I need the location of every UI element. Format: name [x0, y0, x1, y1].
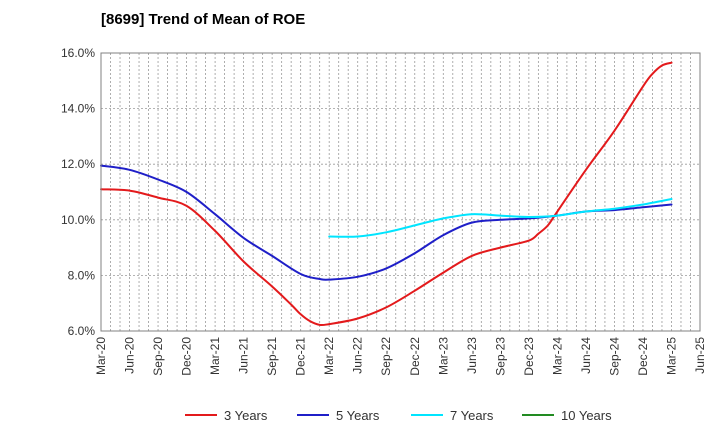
- x-tick-label: Mar-21: [208, 337, 222, 375]
- x-tick-label: Jun-22: [351, 337, 365, 374]
- legend-label-10-years: 10 Years: [561, 408, 612, 423]
- y-tick-label: 12.0%: [61, 157, 95, 171]
- x-tick-label: Mar-22: [322, 337, 336, 375]
- y-tick-label: 16.0%: [61, 46, 95, 60]
- plot-frame: [100, 52, 701, 332]
- series-line-3-years: [100, 61, 673, 327]
- y-tick-label: 10.0%: [61, 213, 95, 227]
- x-tick-label: Sep-21: [265, 337, 279, 376]
- y-tick-label: 6.0%: [68, 324, 96, 338]
- x-tick-label: Dec-23: [522, 337, 536, 376]
- plot-background: [101, 53, 700, 331]
- legend-label-3-years: 3 Years: [224, 408, 268, 423]
- x-tick-label: Dec-24: [636, 337, 650, 376]
- y-tick-label: 8.0%: [68, 268, 96, 282]
- x-tick-label: Jun-20: [123, 337, 137, 374]
- x-tick-label: Jun-24: [579, 337, 593, 374]
- legend: 3 Years 5 Years 7 Years 10 Years: [185, 408, 612, 423]
- series-layer: [100, 61, 673, 327]
- x-tick-label: Jun-23: [465, 337, 479, 374]
- x-tick-label: Sep-23: [493, 337, 507, 376]
- x-tick-label: Dec-20: [180, 337, 194, 376]
- x-tick-label: Sep-24: [607, 337, 621, 376]
- y-axis-ticks: 6.0% 8.0% 10.0% 12.0% 14.0% 16.0%: [61, 46, 95, 338]
- x-tick-label: Mar-24: [550, 337, 564, 375]
- x-tick-label: Jun-25: [693, 337, 707, 374]
- x-tick-label: Mar-20: [94, 337, 108, 375]
- x-tick-label: Dec-22: [408, 337, 422, 376]
- plot-area: [101, 53, 700, 331]
- series-line-7-years: [328, 198, 673, 238]
- x-tick-label: Sep-20: [151, 337, 165, 376]
- x-tick-label: Mar-25: [664, 337, 678, 375]
- x-tick-label: Sep-22: [379, 337, 393, 376]
- x-tick-label: Jun-21: [237, 337, 251, 374]
- x-tick-label: Dec-21: [294, 337, 308, 376]
- x-tick-label: Mar-23: [436, 337, 450, 375]
- x-axis-ticks: Mar-20 Jun-20 Sep-20 Dec-20 Mar-21 Jun-21 Sep-…: [94, 337, 707, 376]
- axes: [100, 52, 701, 332]
- y-tick-label: 14.0%: [61, 102, 95, 116]
- chart-title: [8699] Trend of Mean of ROE: [101, 11, 305, 28]
- legend-label-7-years: 7 Years: [450, 408, 494, 423]
- legend-label-5-years: 5 Years: [336, 408, 380, 423]
